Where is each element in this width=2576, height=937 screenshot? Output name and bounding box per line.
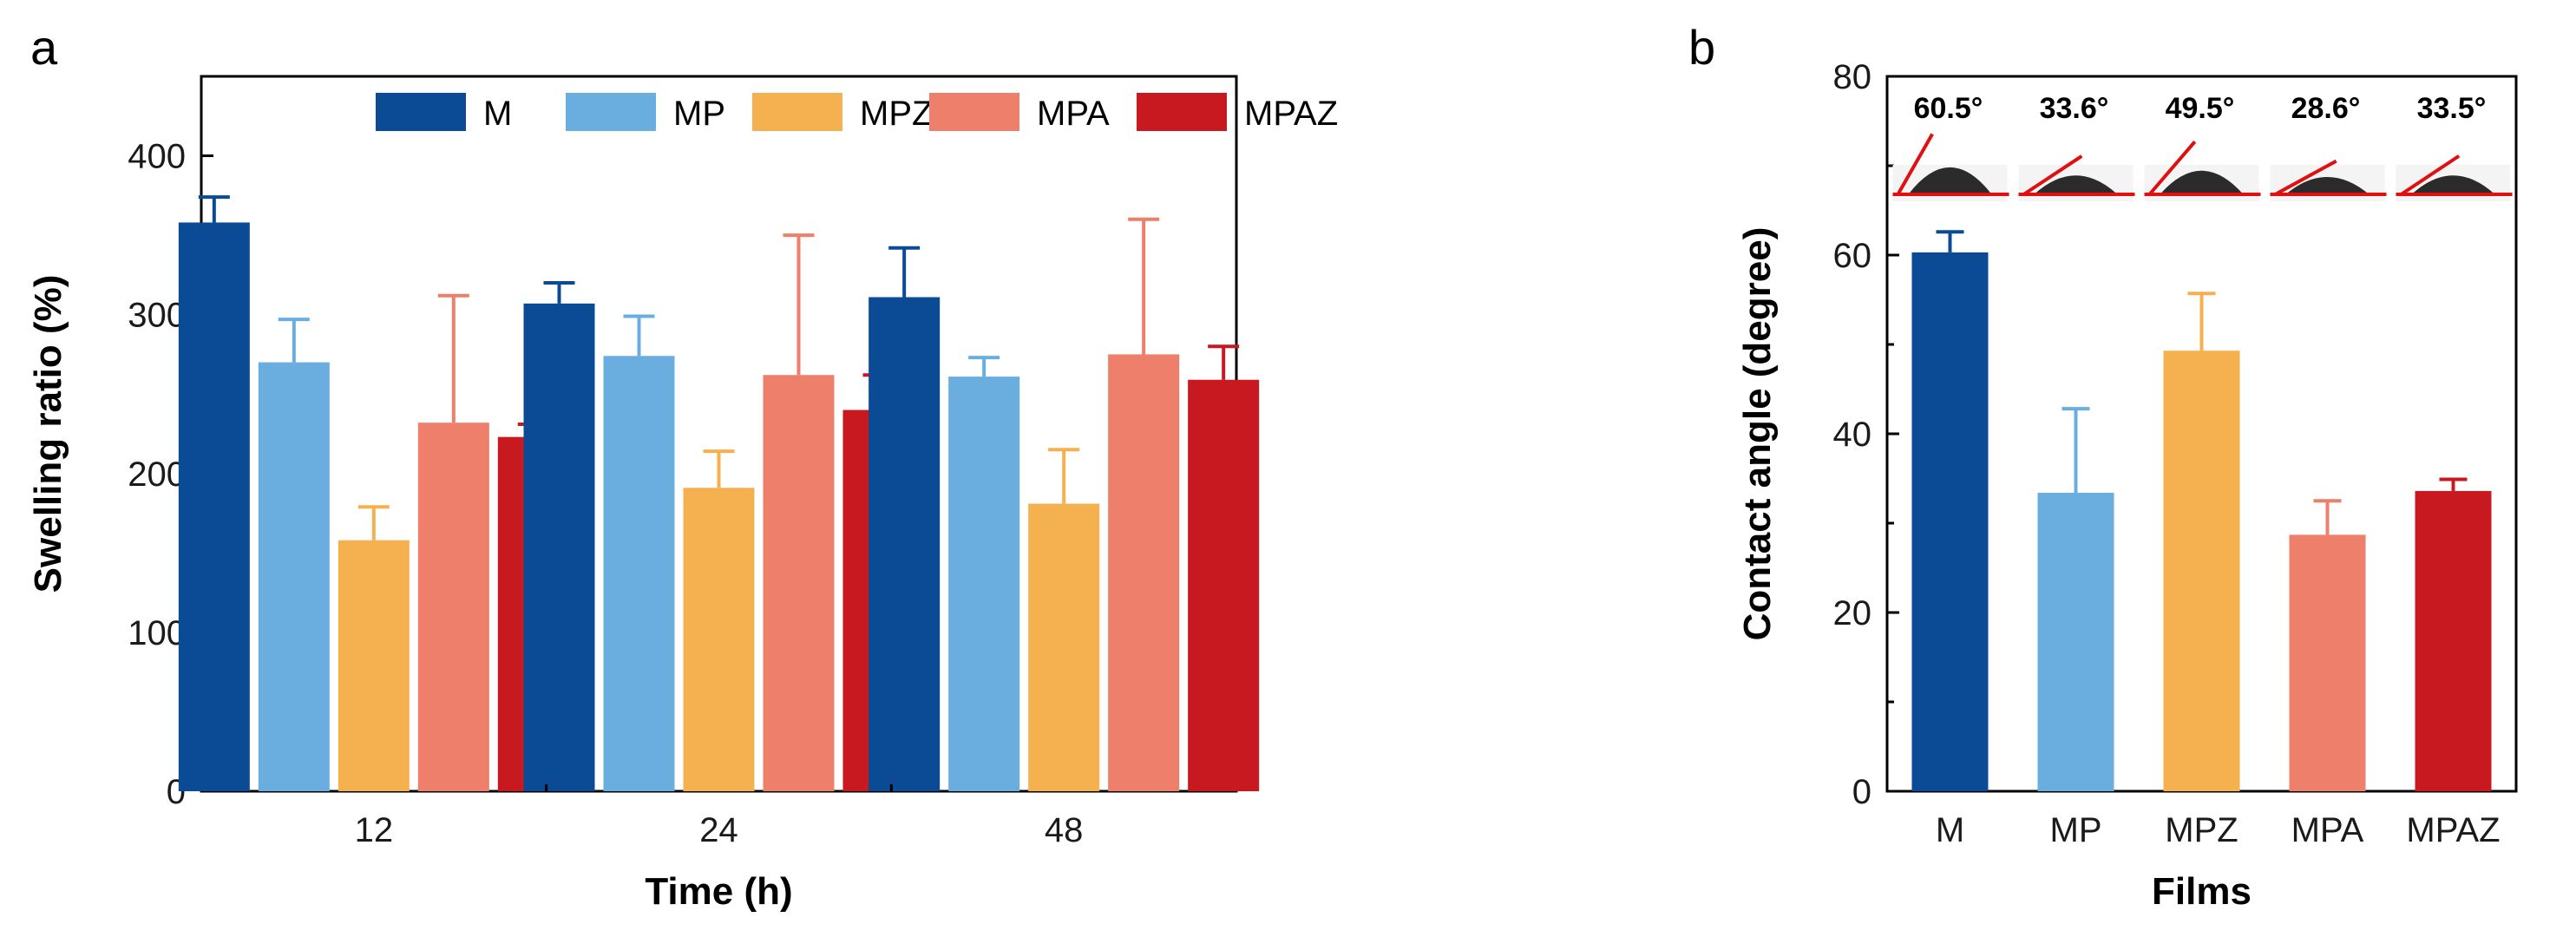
x-axis-title: Films xyxy=(2152,870,2252,913)
droplet-shape xyxy=(2285,176,2370,194)
bar-mp xyxy=(2037,492,2114,791)
legend-swatch-mpaz xyxy=(1137,93,1227,131)
x-tick-label: 12 xyxy=(355,811,394,849)
y-axis-title: Swelling ratio (%) xyxy=(27,275,69,593)
y-tick-label: 80 xyxy=(1833,58,1872,96)
x-tick-label: 24 xyxy=(699,811,738,849)
contact-angle-label: 49.5° xyxy=(2166,92,2235,125)
y-tick-label: 100 xyxy=(128,614,186,652)
tangent-line xyxy=(2400,154,2461,196)
x-tick-label: 48 xyxy=(1045,811,1084,849)
bar-mpaz-48 xyxy=(1188,379,1260,791)
y-tick-label: 20 xyxy=(1833,594,1872,632)
contact-angle-label: 33.6° xyxy=(2040,92,2109,125)
legend-label-m: M xyxy=(483,95,512,133)
bar-mp-48 xyxy=(948,377,1020,791)
droplet-shape xyxy=(1908,167,1992,194)
droplet-shape xyxy=(2160,170,2244,194)
bar-mpa xyxy=(2289,534,2366,791)
panel-letter-a: a xyxy=(30,20,58,75)
legend-swatch-mpz xyxy=(752,93,842,131)
contact-angle-label: 60.5° xyxy=(1914,92,1983,125)
tangent-line xyxy=(2147,141,2197,196)
tangent-line xyxy=(1896,133,1934,195)
y-tick-label: 60 xyxy=(1833,237,1872,275)
legend-swatch-m xyxy=(376,93,466,131)
y-tick-label: 400 xyxy=(128,138,186,176)
contact-angle-label: 33.5° xyxy=(2417,92,2487,125)
x-axis-title: Time (h) xyxy=(645,870,792,913)
bar-mp-12 xyxy=(258,362,330,791)
y-tick-label: 40 xyxy=(1833,416,1872,454)
bar-mpz-12 xyxy=(338,540,410,791)
x-tick-label: MP xyxy=(2050,811,2102,849)
droplet-shape xyxy=(2034,175,2118,194)
bar-m-48 xyxy=(868,297,941,792)
bar-mpz-24 xyxy=(683,488,755,791)
legend-label-mpz: MPZ xyxy=(860,95,933,133)
bar-m xyxy=(1911,252,1989,791)
x-tick-label: MPZ xyxy=(2165,811,2238,849)
legend-swatch-mpa xyxy=(929,93,1019,131)
bar-m-12 xyxy=(178,222,250,791)
bar-m-24 xyxy=(523,303,595,791)
legend-label-mp: MP xyxy=(673,95,725,133)
bar-mp-24 xyxy=(603,356,675,791)
droplet-shape xyxy=(2411,175,2495,194)
contact-angle-label: 28.6° xyxy=(2291,92,2361,125)
panel-b: b 0 20 40 60 80 Contact angle (degree) M 60.5° MP… xyxy=(1688,20,2518,913)
bar-mpz-48 xyxy=(1028,503,1100,791)
legend-label-mpa: MPA xyxy=(1037,95,1110,133)
panel-letter-b: b xyxy=(1688,20,1715,75)
tangent-line xyxy=(2274,159,2337,196)
bar-mpaz xyxy=(2415,490,2492,791)
bar-mpa-48 xyxy=(1108,354,1180,791)
y-tick-label: 0 xyxy=(1852,773,1871,811)
legend-label-mpaz: MPAZ xyxy=(1244,95,1338,133)
tangent-line xyxy=(2022,154,2083,196)
y-axis-title: Contact angle (degree) xyxy=(1736,227,1779,641)
x-tick-label: MPAZ xyxy=(2406,811,2500,849)
bar-mpz xyxy=(2163,351,2240,791)
bar-mpa-24 xyxy=(763,375,835,791)
y-tick-label: 300 xyxy=(128,297,186,335)
x-tick-label: MPA xyxy=(2291,811,2364,849)
y-tick-label: 200 xyxy=(128,455,186,494)
legend-swatch-mp xyxy=(566,93,656,131)
x-tick-label: M xyxy=(1936,811,1964,849)
bar-mpa-12 xyxy=(417,423,489,791)
